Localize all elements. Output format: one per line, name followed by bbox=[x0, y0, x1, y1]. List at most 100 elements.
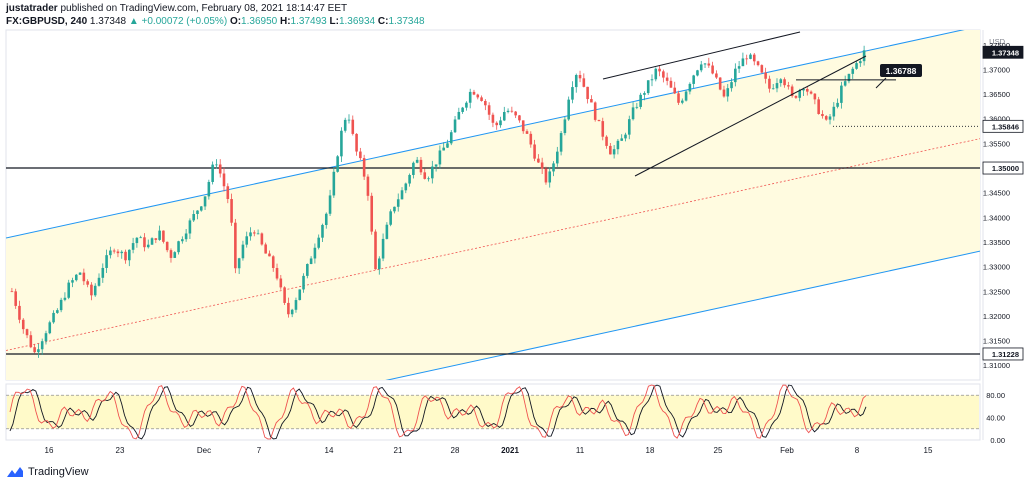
candle bbox=[688, 82, 692, 95]
tradingview-logo[interactable]: TradingView bbox=[6, 466, 89, 478]
candle-body bbox=[135, 237, 139, 244]
candle bbox=[711, 61, 714, 75]
candle bbox=[120, 250, 124, 259]
x-tick-label: 25 bbox=[714, 446, 723, 455]
channel-lower-line bbox=[385, 250, 980, 380]
candle-body bbox=[805, 88, 809, 92]
candle bbox=[245, 231, 249, 248]
candle-body bbox=[540, 162, 544, 169]
high-label: H: bbox=[279, 16, 291, 27]
candle bbox=[855, 61, 858, 70]
candle-body bbox=[453, 119, 457, 133]
candle bbox=[44, 330, 48, 345]
candle bbox=[525, 129, 529, 135]
candle-body bbox=[790, 86, 794, 96]
price-badge-label: 1.31228 bbox=[992, 350, 1019, 359]
y-tick-label: 1.31500 bbox=[983, 337, 1010, 346]
candle-body bbox=[821, 113, 824, 117]
candle bbox=[306, 263, 309, 279]
candle bbox=[563, 116, 567, 136]
x-tick-label: 28 bbox=[451, 446, 460, 455]
candle-body bbox=[525, 131, 529, 134]
candle bbox=[544, 166, 548, 185]
candle-body bbox=[840, 85, 843, 103]
candle bbox=[658, 65, 661, 77]
candle bbox=[340, 127, 343, 163]
candle bbox=[499, 116, 502, 128]
candle bbox=[154, 238, 158, 244]
candle-body bbox=[798, 90, 802, 98]
candle bbox=[824, 115, 828, 121]
candle-body bbox=[859, 61, 862, 64]
stochastic-k-line bbox=[9, 384, 867, 440]
candle-body bbox=[741, 58, 745, 67]
candle bbox=[851, 66, 855, 79]
candle-body bbox=[116, 251, 120, 254]
candle-body bbox=[438, 150, 442, 165]
candle bbox=[109, 246, 112, 259]
candle bbox=[93, 283, 97, 297]
symbol-name[interactable]: FX:GBPUSD, 240 bbox=[6, 16, 88, 27]
candle-body bbox=[559, 133, 563, 152]
candle bbox=[10, 287, 14, 293]
candle-body bbox=[650, 79, 654, 81]
candle-body bbox=[396, 199, 400, 207]
author-name[interactable]: justatrader bbox=[6, 3, 58, 14]
candle bbox=[737, 60, 741, 73]
candle-body bbox=[480, 97, 483, 101]
candle-body bbox=[707, 63, 711, 66]
candle bbox=[449, 130, 453, 146]
candle-body bbox=[37, 349, 40, 353]
candle-body bbox=[82, 272, 86, 282]
candle bbox=[847, 73, 851, 84]
candle bbox=[97, 273, 101, 287]
candle bbox=[779, 78, 783, 87]
candle bbox=[817, 96, 820, 115]
candle-body bbox=[253, 232, 256, 234]
candle-body bbox=[366, 176, 370, 196]
candle-body bbox=[681, 100, 684, 103]
candle bbox=[393, 206, 396, 214]
candle bbox=[215, 159, 218, 169]
candle bbox=[59, 297, 63, 313]
candle bbox=[472, 89, 476, 96]
candle bbox=[324, 212, 328, 229]
candle bbox=[639, 92, 642, 110]
candle-body bbox=[760, 65, 764, 73]
candle bbox=[662, 69, 665, 83]
candle bbox=[681, 98, 684, 105]
candle bbox=[529, 131, 533, 148]
candle bbox=[105, 249, 108, 274]
price-badge-bg bbox=[982, 119, 1024, 133]
candle bbox=[328, 189, 332, 217]
candle-body bbox=[283, 287, 286, 303]
candle-body bbox=[25, 329, 29, 336]
candle bbox=[514, 110, 517, 119]
candle-body bbox=[313, 247, 317, 259]
candle-body bbox=[529, 133, 533, 145]
candle-body bbox=[393, 206, 396, 212]
candle-body bbox=[404, 183, 408, 191]
open-label: O: bbox=[229, 16, 242, 27]
candle-body bbox=[222, 173, 226, 187]
stochastic-tick-label: 0.00 bbox=[990, 436, 1005, 445]
candle-body bbox=[321, 224, 324, 238]
stochastic-d-line bbox=[9, 384, 867, 440]
candle-body bbox=[730, 82, 733, 89]
candle-body bbox=[150, 238, 154, 245]
candle-body bbox=[768, 78, 771, 89]
candle bbox=[101, 263, 105, 283]
open-value: 1.36950 bbox=[241, 16, 278, 27]
x-tick-label: 15 bbox=[924, 446, 933, 455]
candle bbox=[752, 52, 756, 66]
candle-body bbox=[324, 213, 328, 225]
candle bbox=[609, 142, 612, 155]
candle-body bbox=[249, 232, 252, 237]
callout-pointer bbox=[875, 77, 887, 89]
candle bbox=[260, 232, 264, 246]
candle bbox=[518, 114, 521, 123]
candle bbox=[431, 160, 434, 184]
candle-body bbox=[643, 93, 646, 95]
candle-body bbox=[139, 237, 142, 239]
